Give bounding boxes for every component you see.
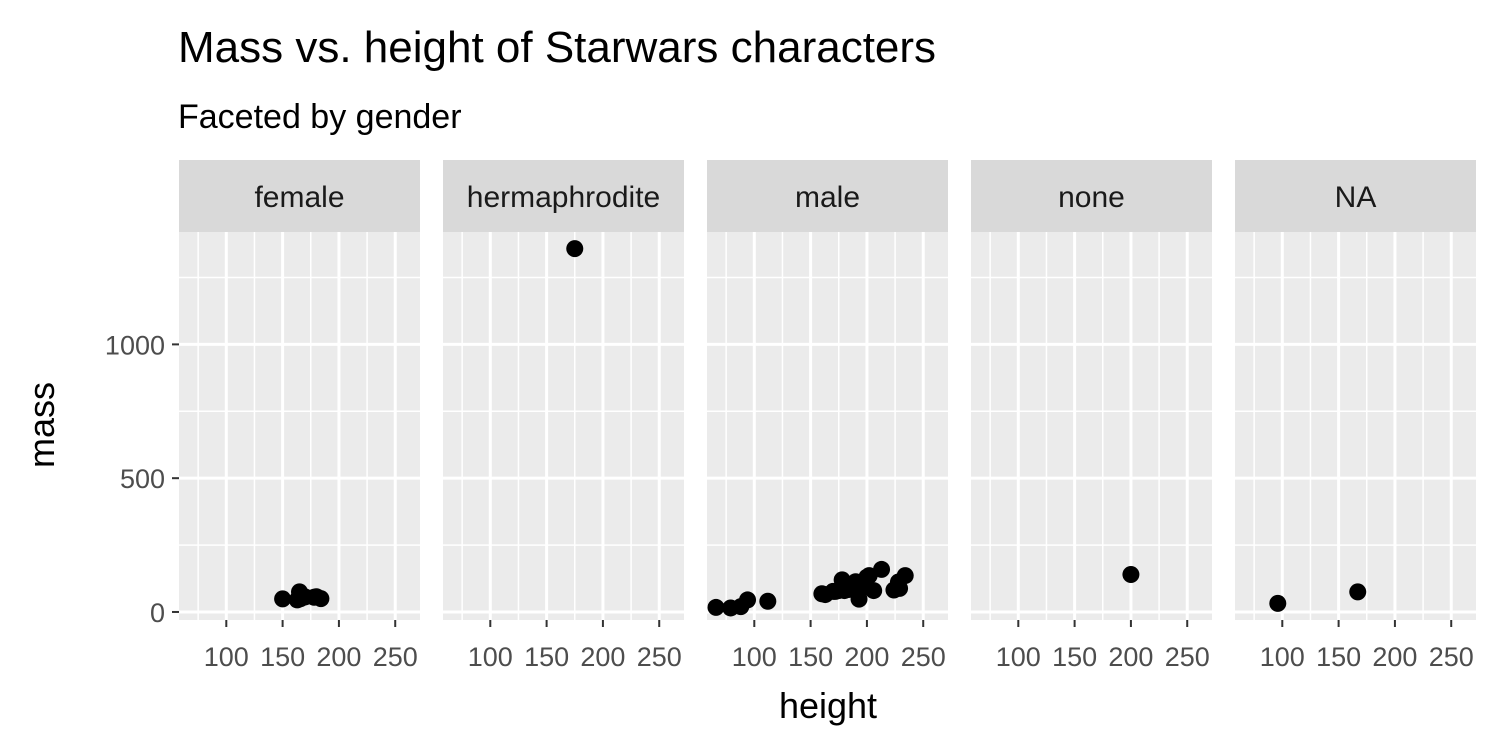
data-point bbox=[873, 560, 891, 578]
data-point bbox=[1122, 566, 1140, 584]
x-tick-label: 250 bbox=[1165, 642, 1210, 672]
chart-subtitle: Faceted by gender bbox=[178, 98, 462, 136]
panel-background bbox=[1235, 232, 1476, 620]
data-point bbox=[865, 582, 883, 600]
facet-strip bbox=[179, 160, 420, 232]
x-tick-label: 150 bbox=[524, 642, 569, 672]
facet-panel-female: female 100 150 200 250 bbox=[179, 160, 420, 672]
panel-background bbox=[443, 232, 684, 620]
facet-strip bbox=[1235, 160, 1476, 232]
facet-strip bbox=[971, 160, 1212, 232]
x-tick-label: 250 bbox=[901, 642, 946, 672]
facet-panel-hermaphrodite: hermaphrodite 100 150 200 250 bbox=[443, 160, 684, 672]
x-tick-label: 150 bbox=[1052, 642, 1097, 672]
data-point bbox=[739, 591, 757, 609]
x-tick-label: 100 bbox=[1260, 642, 1305, 672]
facet-strip bbox=[443, 160, 684, 232]
data-point bbox=[896, 567, 914, 585]
x-tick-label: 250 bbox=[373, 642, 418, 672]
facet-strip-label: NA bbox=[1335, 181, 1377, 214]
x-tick-label: 200 bbox=[316, 642, 361, 672]
x-tick-label: 250 bbox=[1429, 642, 1474, 672]
panel-background bbox=[707, 232, 948, 620]
y-tick-label: 500 bbox=[120, 464, 165, 494]
x-tick-label: 100 bbox=[732, 642, 777, 672]
facet-strip-label: female bbox=[254, 181, 344, 214]
panel-background bbox=[971, 232, 1212, 620]
y-tick-label: 0 bbox=[150, 598, 165, 628]
x-axis-title: height bbox=[779, 685, 877, 726]
x-tick-label: 200 bbox=[1108, 642, 1153, 672]
facet-strip bbox=[707, 160, 948, 232]
facet-panel-none: none 100 150 200 250 bbox=[971, 160, 1212, 672]
facet-strip-label: none bbox=[1058, 181, 1125, 214]
data-point bbox=[566, 240, 584, 258]
data-point bbox=[307, 588, 325, 606]
x-tick-label: 200 bbox=[580, 642, 625, 672]
data-point bbox=[1269, 594, 1287, 612]
data-point bbox=[288, 591, 306, 609]
x-tick-label: 100 bbox=[468, 642, 513, 672]
y-axis: 0 500 1000 bbox=[105, 330, 179, 628]
x-tick-label: 200 bbox=[844, 642, 889, 672]
y-axis-title: mass bbox=[21, 382, 62, 468]
x-tick-label: 100 bbox=[204, 642, 249, 672]
facet-strip-label: male bbox=[795, 181, 860, 214]
data-point bbox=[274, 590, 292, 608]
data-point bbox=[1349, 583, 1367, 601]
x-tick-label: 150 bbox=[260, 642, 305, 672]
data-point bbox=[891, 579, 909, 597]
data-point bbox=[759, 592, 777, 610]
facet-panel-male: male 100 150 200 250 bbox=[707, 160, 948, 672]
x-tick-label: 250 bbox=[637, 642, 682, 672]
facet-strip-label: hermaphrodite bbox=[467, 181, 660, 214]
data-point bbox=[707, 598, 725, 616]
chart-title: Mass vs. height of Starwars characters bbox=[178, 23, 936, 72]
facet-panel-na: NA 100 150 200 250 bbox=[1235, 160, 1476, 672]
x-tick-label: 100 bbox=[996, 642, 1041, 672]
facet-panels: female 100 150 200 250 hermaphrodite 100 150 200… bbox=[179, 160, 1476, 672]
x-tick-label: 150 bbox=[1316, 642, 1361, 672]
panel-background bbox=[179, 232, 420, 620]
x-tick-label: 200 bbox=[1372, 642, 1417, 672]
y-tick-label: 1000 bbox=[105, 330, 165, 360]
x-tick-label: 150 bbox=[788, 642, 833, 672]
